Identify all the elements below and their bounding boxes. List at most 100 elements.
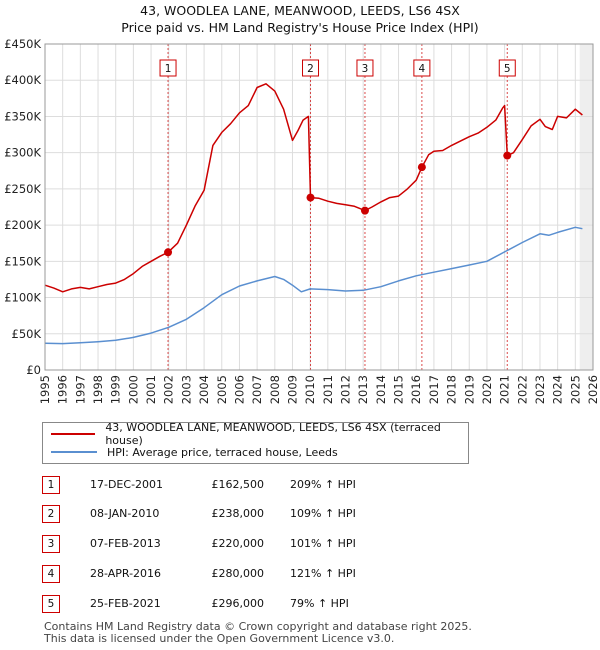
sale-label: 1 — [165, 63, 172, 75]
sale-price: £280,000 — [211, 567, 265, 580]
x-tick-label: 2019 — [462, 375, 476, 404]
y-tick-label: £400K — [4, 73, 41, 87]
x-tick-label: 2003 — [179, 375, 193, 404]
sale-row: 1 17-DEC-2001 £162,500 209% ↑ HPI — [42, 476, 462, 494]
sale-hpi-change: 79% ↑ HPI — [290, 597, 349, 610]
y-tick-label: £250K — [4, 182, 41, 196]
y-tick-label: £150K — [4, 254, 41, 268]
chart-title: 43, WOODLEA LANE, MEANWOOD, LEEDS, LS6 4… — [140, 3, 460, 18]
x-tick-label: 2000 — [126, 375, 140, 404]
sale-marker-badge: 4 — [42, 565, 60, 583]
x-tick-label: 2011 — [321, 375, 335, 404]
sale-hpi-change: 121% ↑ HPI — [290, 567, 356, 580]
x-tick-label: 2012 — [339, 375, 353, 404]
x-tick-label: 2004 — [197, 375, 211, 404]
y-tick-label: £100K — [4, 291, 41, 305]
x-tick-label: 2024 — [551, 375, 565, 404]
x-tick-label: 2007 — [250, 375, 264, 404]
sale-point — [503, 151, 512, 160]
y-tick-label: £300K — [4, 146, 41, 160]
sale-point — [360, 206, 369, 215]
legend-item-property: 43, WOODLEA LANE, MEANWOOD, LEEDS, LS6 4… — [51, 421, 468, 447]
sale-label-box — [302, 59, 320, 77]
sale-label: 4 — [419, 63, 426, 75]
footer-licence: This data is licensed under the Open Gov… — [44, 632, 395, 645]
sale-marker-badge: 1 — [42, 476, 60, 494]
x-tick-label: 2008 — [268, 375, 282, 404]
sale-date: 07-FEB-2013 — [90, 537, 161, 550]
y-tick-label: £200K — [4, 218, 41, 232]
price-chart: £0 £50K £100K £150K £200K £250K £300K £350K £400… — [4, 37, 600, 404]
sale-label-box — [159, 59, 177, 77]
sale-row: 5 25-FEB-2021 £296,000 79% ↑ HPI — [42, 595, 462, 613]
x-tick-label: 2005 — [215, 375, 229, 404]
sale-label-box — [498, 59, 516, 77]
x-tick-label: 2015 — [392, 375, 406, 404]
legend-item-hpi: HPI: Average price, terraced house, Leed… — [51, 444, 338, 460]
x-tick-label: 2014 — [374, 375, 388, 404]
sale-row: 3 07-FEB-2013 £220,000 101% ↑ HPI — [42, 535, 462, 553]
sale-label: 5 — [504, 63, 511, 75]
footer-copyright: Contains HM Land Registry data © Crown c… — [44, 620, 472, 633]
plot-frame — [44, 43, 594, 371]
x-tick-label: 2016 — [409, 375, 423, 404]
sale-label-box — [356, 59, 374, 77]
x-tick-label: 2017 — [427, 375, 441, 404]
x-tick-label: 2023 — [533, 375, 547, 404]
x-tick-label: 1997 — [73, 375, 87, 404]
sale-price: £162,500 — [211, 478, 265, 491]
x-tick-label: 2021 — [498, 375, 512, 404]
chart-legend: 43, WOODLEA LANE, MEANWOOD, LEEDS, LS6 4… — [42, 421, 469, 464]
x-tick-label: 2002 — [162, 375, 176, 404]
sale-price: £238,000 — [211, 507, 265, 520]
sale-row: 2 08-JAN-2010 £238,000 109% ↑ HPI — [42, 505, 462, 523]
sale-date: 28-APR-2016 — [90, 567, 162, 580]
y-tick-label: £0 — [26, 363, 41, 377]
x-tick-label: 2025 — [568, 375, 582, 404]
legend-line-property — [51, 433, 96, 435]
x-tick-label: 1996 — [56, 375, 70, 404]
hpi-line — [44, 226, 583, 345]
sale-price: £220,000 — [211, 537, 265, 550]
sale-label-box — [413, 59, 431, 77]
y-tick-label: £450K — [4, 37, 41, 51]
x-tick-label: 1999 — [109, 375, 123, 404]
x-tick-label: 2020 — [480, 375, 494, 404]
sale-point — [164, 248, 173, 257]
legend-label-property: 43, WOODLEA LANE, MEANWOOD, LEEDS, LS6 4… — [105, 421, 441, 447]
x-tick-label: 2013 — [356, 375, 370, 404]
sale-label: 2 — [307, 63, 314, 75]
forecast-shade — [579, 44, 593, 370]
sale-hpi-change: 209% ↑ HPI — [290, 478, 356, 491]
sale-point — [306, 193, 315, 202]
sale-label: 3 — [362, 63, 369, 75]
sale-row: 4 28-APR-2016 £280,000 121% ↑ HPI — [42, 565, 462, 583]
sale-date: 08-JAN-2010 — [90, 507, 160, 520]
property-price-line — [44, 83, 583, 293]
x-tick-label: 2009 — [285, 375, 299, 404]
y-tick-label: £350K — [4, 109, 41, 123]
sale-date: 17-DEC-2001 — [90, 478, 164, 491]
sale-marker-badge: 5 — [42, 595, 60, 613]
sale-price: £296,000 — [211, 597, 265, 610]
sale-hpi-change: 109% ↑ HPI — [290, 507, 356, 520]
x-tick-label: 2010 — [303, 375, 317, 404]
x-tick-label: 2026 — [586, 375, 600, 404]
legend-label-hpi: HPI: Average price, terraced house, Leed… — [107, 445, 338, 459]
x-tick-label: 1998 — [91, 375, 105, 404]
plot-area — [45, 44, 593, 370]
x-tick-label: 2022 — [515, 375, 529, 404]
x-tick-label: 1995 — [38, 375, 52, 404]
sale-marker-badge: 2 — [42, 505, 60, 523]
x-tick-label: 2006 — [232, 375, 246, 404]
x-tick-label: 2018 — [445, 375, 459, 404]
sale-date: 25-FEB-2021 — [90, 597, 161, 610]
sale-hpi-change: 101% ↑ HPI — [290, 537, 356, 550]
sale-marker-badge: 3 — [42, 535, 60, 553]
y-tick-label: £50K — [12, 327, 42, 341]
legend-line-hpi — [51, 451, 97, 453]
x-tick-label: 2001 — [144, 375, 158, 404]
chart-subtitle: Price paid vs. HM Land Registry's House … — [121, 20, 479, 35]
footer: Contains HM Land Registry data © Crown c… — [44, 621, 472, 645]
sale-point — [417, 163, 426, 172]
